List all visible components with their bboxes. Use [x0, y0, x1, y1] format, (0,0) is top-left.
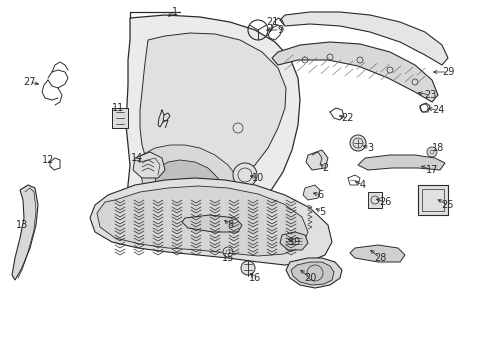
Text: 23: 23	[423, 90, 435, 100]
Text: 5: 5	[318, 207, 325, 217]
Text: 19: 19	[288, 237, 301, 247]
Polygon shape	[133, 152, 164, 178]
Polygon shape	[97, 186, 307, 256]
Polygon shape	[141, 145, 242, 222]
Text: 11: 11	[112, 103, 124, 113]
Text: 7: 7	[162, 120, 168, 130]
Text: 20: 20	[303, 273, 316, 283]
Polygon shape	[357, 155, 444, 170]
Text: 25: 25	[441, 200, 453, 210]
Text: 22: 22	[341, 113, 353, 123]
Circle shape	[349, 135, 365, 151]
Text: 9: 9	[276, 25, 283, 35]
Text: 1: 1	[172, 7, 178, 17]
Polygon shape	[271, 42, 437, 102]
Polygon shape	[280, 232, 307, 250]
Polygon shape	[280, 12, 447, 65]
Circle shape	[426, 147, 436, 157]
Text: 26: 26	[378, 197, 390, 207]
Circle shape	[223, 247, 232, 257]
Polygon shape	[126, 15, 299, 240]
Text: 6: 6	[316, 190, 323, 200]
Polygon shape	[290, 262, 333, 285]
Polygon shape	[367, 192, 381, 208]
Text: 8: 8	[226, 220, 233, 230]
Text: 21: 21	[265, 17, 278, 27]
Polygon shape	[182, 215, 242, 232]
Circle shape	[232, 163, 257, 187]
Text: 24: 24	[431, 105, 443, 115]
Polygon shape	[90, 178, 331, 265]
Polygon shape	[112, 108, 128, 128]
Text: 13: 13	[16, 220, 28, 230]
Polygon shape	[303, 185, 319, 200]
Polygon shape	[12, 185, 38, 280]
Text: 29: 29	[441, 67, 453, 77]
Polygon shape	[155, 160, 222, 210]
Text: 2: 2	[321, 163, 327, 173]
Text: 4: 4	[359, 180, 366, 190]
Polygon shape	[285, 258, 341, 288]
Text: 14: 14	[131, 153, 143, 163]
Text: 12: 12	[42, 155, 54, 165]
Polygon shape	[140, 33, 285, 188]
Text: 27: 27	[24, 77, 36, 87]
Text: 17: 17	[425, 165, 437, 175]
Text: 10: 10	[251, 173, 264, 183]
Circle shape	[241, 261, 254, 275]
Text: 28: 28	[373, 253, 386, 263]
Polygon shape	[349, 245, 404, 262]
Polygon shape	[417, 185, 447, 215]
Text: 3: 3	[366, 143, 372, 153]
Text: 15: 15	[222, 253, 234, 263]
Text: 16: 16	[248, 273, 261, 283]
Text: 18: 18	[431, 143, 443, 153]
Polygon shape	[305, 150, 327, 170]
